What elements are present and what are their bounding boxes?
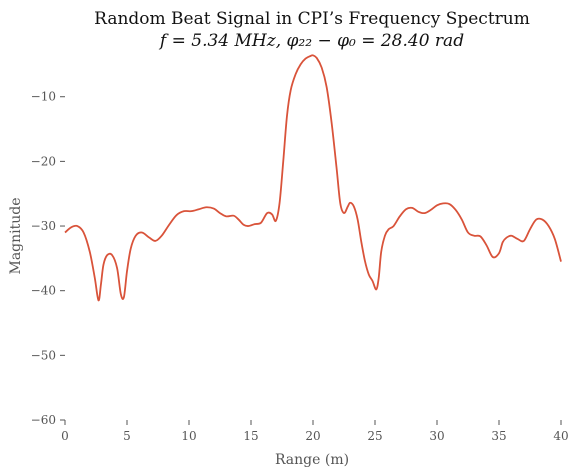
x-tick-label: 40 (553, 429, 568, 443)
chart-subtitle: f = 5.34 MHz, φ₂₂ − φ₀ = 28.40 rad (158, 31, 464, 51)
x-tick-label: 30 (429, 429, 444, 443)
plot-area (64, 54, 562, 302)
x-tick-label: 10 (181, 429, 196, 443)
y-axis-label: Magnitude (8, 197, 24, 274)
y-tick-label: −50 (31, 348, 56, 362)
y-tick-label: −60 (31, 413, 56, 427)
y-tick-label: −10 (31, 90, 56, 104)
y-tick-label: −20 (31, 154, 56, 168)
y-tick-label: −30 (31, 219, 56, 233)
x-tick-label: 5 (123, 429, 131, 443)
y-tick-label: −40 (31, 284, 56, 298)
spectrum-line (64, 54, 562, 302)
x-tick-label: 15 (243, 429, 258, 443)
chart-title: Random Beat Signal in CPI’s Frequency Sp… (94, 9, 530, 29)
x-tick-label: 25 (367, 429, 382, 443)
x-axis-label: Range (m) (275, 452, 349, 468)
x-axis: 0 5 10 15 20 25 30 35 40 (61, 420, 569, 443)
x-tick-label: 35 (491, 429, 506, 443)
y-axis: −60 −50 −40 −30 −20 −10 (31, 90, 65, 427)
x-tick-label: 20 (305, 429, 320, 443)
x-tick-label: 0 (61, 429, 69, 443)
